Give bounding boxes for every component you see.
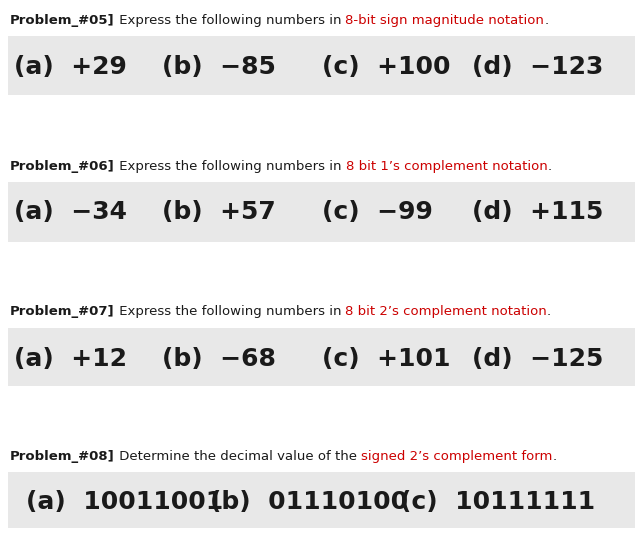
Text: (b)  +57: (b) +57 bbox=[162, 200, 276, 224]
Text: (c)  10111111: (c) 10111111 bbox=[400, 490, 595, 514]
Text: .: . bbox=[544, 14, 548, 27]
Text: Determine the decimal value of the: Determine the decimal value of the bbox=[114, 450, 361, 463]
Text: Problem_#07]: Problem_#07] bbox=[10, 305, 114, 318]
Text: (a)  10011001: (a) 10011001 bbox=[26, 490, 223, 514]
Text: Problem_#05]: Problem_#05] bbox=[10, 14, 114, 27]
Text: (b)  01110100: (b) 01110100 bbox=[210, 490, 408, 514]
Text: Express the following numbers in: Express the following numbers in bbox=[114, 305, 345, 318]
Text: (c)  +101: (c) +101 bbox=[322, 347, 451, 371]
Text: Problem_#06]: Problem_#06] bbox=[10, 160, 114, 173]
Text: (a)  −34: (a) −34 bbox=[14, 200, 127, 224]
FancyBboxPatch shape bbox=[8, 472, 635, 528]
Text: .: . bbox=[552, 450, 556, 463]
Text: signed 2’s complement form: signed 2’s complement form bbox=[361, 450, 552, 463]
Text: .: . bbox=[547, 305, 551, 318]
FancyBboxPatch shape bbox=[8, 328, 635, 386]
FancyBboxPatch shape bbox=[8, 36, 635, 95]
Text: 8 bit 1’s complement notation: 8 bit 1’s complement notation bbox=[345, 160, 547, 173]
Text: Express the following numbers in: Express the following numbers in bbox=[114, 160, 345, 173]
Text: (b)  −68: (b) −68 bbox=[162, 347, 276, 371]
Text: 8 bit 2’s complement notation: 8 bit 2’s complement notation bbox=[345, 305, 547, 318]
Text: (a)  +29: (a) +29 bbox=[14, 55, 127, 79]
Text: (c)  −99: (c) −99 bbox=[322, 200, 433, 224]
Text: (c)  +100: (c) +100 bbox=[322, 55, 451, 79]
Text: (d)  −125: (d) −125 bbox=[472, 347, 603, 371]
FancyBboxPatch shape bbox=[8, 182, 635, 242]
Text: (a)  +12: (a) +12 bbox=[14, 347, 127, 371]
Text: (d)  +115: (d) +115 bbox=[472, 200, 603, 224]
Text: 8-bit sign magnitude notation: 8-bit sign magnitude notation bbox=[345, 14, 544, 27]
Text: (b)  −85: (b) −85 bbox=[162, 55, 276, 79]
Text: Problem_#08]: Problem_#08] bbox=[10, 450, 114, 463]
Text: (d)  −123: (d) −123 bbox=[472, 55, 603, 79]
Text: .: . bbox=[547, 160, 552, 173]
Text: ...: ... bbox=[10, 530, 23, 535]
Text: Express the following numbers in: Express the following numbers in bbox=[114, 14, 345, 27]
